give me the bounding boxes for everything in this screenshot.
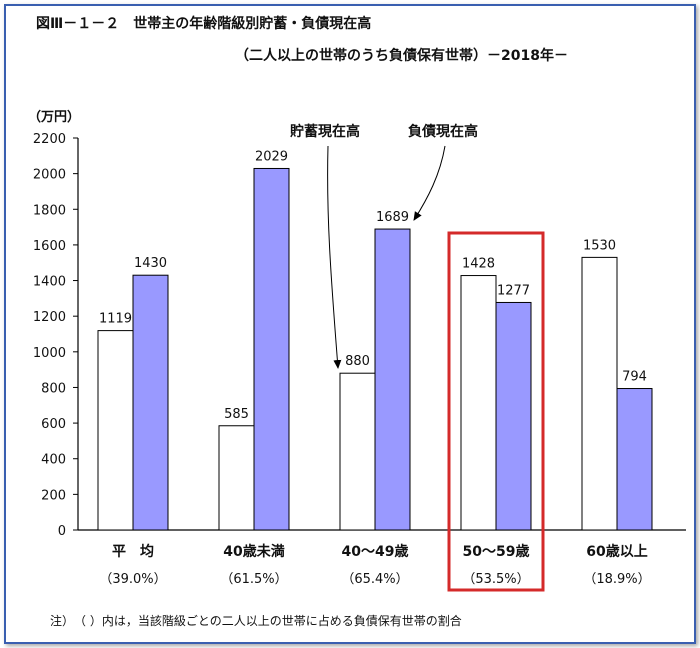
y-tick-label: 1400 [33, 275, 66, 290]
y-tick-label: 2000 [33, 168, 66, 183]
footnote: 注） （ ）内は，当該階級ごとの二人以上の世帯に占める負債保有世帯の割合 [50, 613, 462, 628]
bar-debt [495, 301, 532, 531]
bar-debt [374, 228, 411, 531]
y-unit-label: （万円） [28, 109, 80, 125]
category-note: （65.4%） [341, 572, 408, 587]
legend-arrow-savings [327, 145, 342, 369]
category-label: 40歳未満 [223, 543, 284, 560]
bar-savings [339, 372, 376, 531]
bar-savings [460, 275, 497, 531]
bar-savings [581, 256, 618, 531]
y-tick-label: 0 [58, 524, 66, 539]
y-tick-label: 800 [41, 381, 66, 396]
legend-label-savings: 貯蓄現在高 [290, 123, 360, 140]
data-label: 585 [224, 407, 249, 422]
plot-area: 0 200 400 600 800 1000 1200 1400 1600 1800 2000 220… [33, 123, 686, 592]
y-tick-label: 1600 [33, 239, 66, 254]
data-label: 1530 [583, 238, 616, 253]
figure-subtitle: （二人以上の世帯のうち負債保有世帯）－2018年－ [235, 47, 568, 64]
category-note: （61.5%） [220, 572, 287, 587]
y-tick-label: 1800 [33, 203, 66, 218]
bar-savings [218, 425, 255, 531]
category-label: 40～49歳 [342, 543, 409, 560]
data-label: 880 [345, 354, 370, 369]
legend-arrow-debt [413, 145, 446, 221]
legend-label-debt: 負債現在高 [408, 123, 478, 140]
data-label: 794 [622, 370, 647, 385]
category-label: 平 均 [112, 543, 154, 560]
y-tick-label: 1000 [33, 346, 66, 361]
category-note: （53.5%） [462, 572, 529, 587]
data-label: 1119 [99, 312, 132, 327]
y-tick-label: 1200 [33, 310, 66, 325]
data-label: 1428 [462, 257, 495, 272]
data-label: 1277 [497, 283, 530, 298]
category-note: （18.9%） [583, 572, 650, 587]
y-tick-label: 2200 [33, 132, 66, 147]
category-label: 60歳以上 [586, 543, 647, 560]
y-tick-label: 200 [41, 488, 66, 503]
bar-savings [97, 330, 134, 531]
y-tick-label: 400 [41, 453, 66, 468]
data-label: 2029 [255, 149, 288, 164]
data-label: 1689 [376, 210, 409, 225]
figure-frame [4, 4, 696, 644]
category-note: （39.0%） [99, 572, 166, 587]
figure-title: 図Ⅲ－１－２ 世帯主の年齢階級別貯蓄・負債現在高 [36, 15, 371, 32]
data-label: 1430 [134, 256, 167, 271]
highlight-box [447, 231, 545, 592]
y-tick-label: 600 [41, 417, 66, 432]
bar-debt [253, 167, 290, 531]
bar-debt [132, 274, 169, 531]
category-label: 50～59歳 [463, 543, 530, 560]
bar-debt [616, 388, 653, 531]
